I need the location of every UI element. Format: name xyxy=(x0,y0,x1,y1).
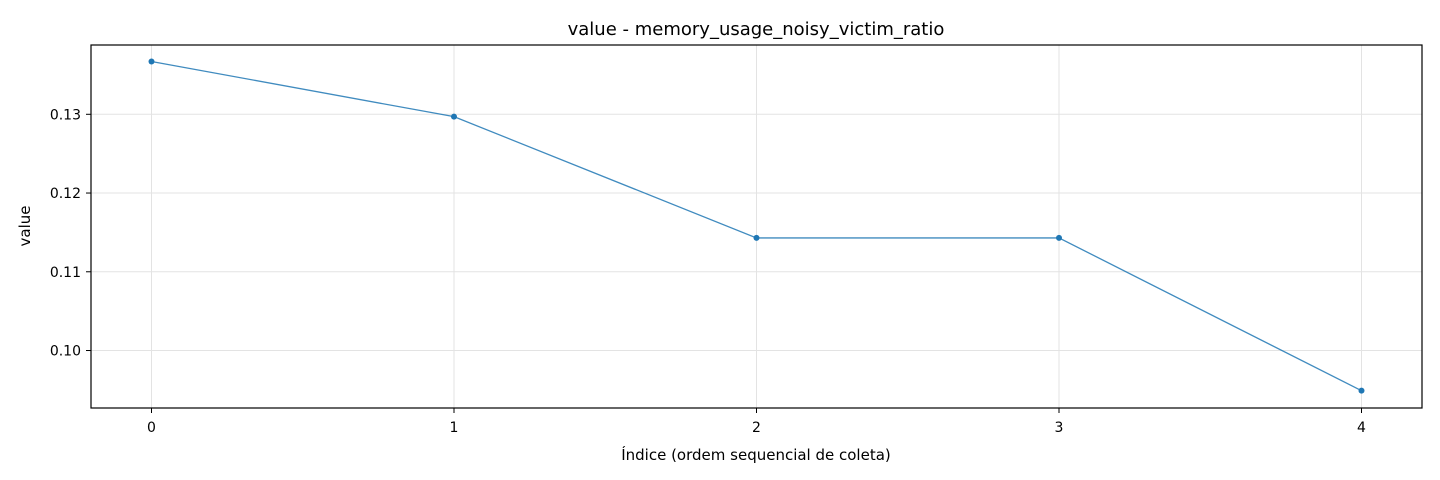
y-axis-label: value xyxy=(16,206,34,247)
data-point xyxy=(148,58,155,65)
y-tick-label: 0.13 xyxy=(50,107,81,123)
data-point xyxy=(1358,387,1365,394)
data-point xyxy=(1056,234,1062,241)
x-tick-label: 2 xyxy=(752,420,761,436)
x-tick-label: 3 xyxy=(1055,420,1064,436)
data-point xyxy=(451,113,457,120)
x-tick-label: 0 xyxy=(147,420,156,436)
x-tick-label: 4 xyxy=(1357,420,1366,436)
data-point xyxy=(753,234,760,241)
grid-lines xyxy=(91,45,1422,408)
axis-ticks: 0 1 2 3 4 0.10 0.11 0.12 0.13 xyxy=(50,107,1366,436)
y-tick-label: 0.12 xyxy=(50,186,81,202)
y-tick-label: 0.10 xyxy=(50,344,81,360)
data-series xyxy=(148,58,1365,394)
x-axis-label: Índice (ordem sequencial de coleta) xyxy=(621,445,891,464)
x-tick-label: 1 xyxy=(450,420,459,436)
chart-title: value - memory_usage_noisy_victim_ratio xyxy=(568,19,945,40)
y-tick-label: 0.11 xyxy=(50,265,81,281)
